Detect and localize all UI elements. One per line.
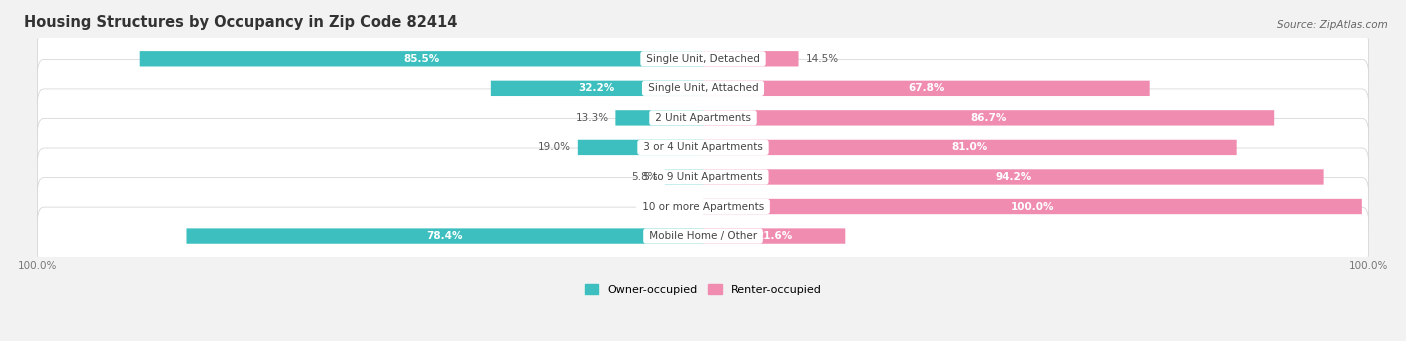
Legend: Owner-occupied, Renter-occupied: Owner-occupied, Renter-occupied xyxy=(581,280,825,299)
FancyBboxPatch shape xyxy=(38,118,1368,176)
FancyBboxPatch shape xyxy=(665,169,703,185)
Text: 81.0%: 81.0% xyxy=(952,143,988,152)
Text: Single Unit, Detached: Single Unit, Detached xyxy=(643,54,763,64)
Text: 5 to 9 Unit Apartments: 5 to 9 Unit Apartments xyxy=(640,172,766,182)
Text: Housing Structures by Occupancy in Zip Code 82414: Housing Structures by Occupancy in Zip C… xyxy=(24,15,457,30)
Text: Mobile Home / Other: Mobile Home / Other xyxy=(645,231,761,241)
FancyBboxPatch shape xyxy=(38,30,1368,88)
Text: 14.5%: 14.5% xyxy=(806,54,838,64)
FancyBboxPatch shape xyxy=(38,89,1368,147)
Text: 67.8%: 67.8% xyxy=(908,83,945,93)
FancyBboxPatch shape xyxy=(139,51,703,66)
FancyBboxPatch shape xyxy=(38,207,1368,265)
FancyBboxPatch shape xyxy=(703,228,845,244)
Text: Single Unit, Attached: Single Unit, Attached xyxy=(644,83,762,93)
Text: 32.2%: 32.2% xyxy=(579,83,614,93)
Text: 19.0%: 19.0% xyxy=(538,143,571,152)
Text: 13.3%: 13.3% xyxy=(575,113,609,123)
FancyBboxPatch shape xyxy=(703,199,1362,214)
FancyBboxPatch shape xyxy=(703,81,1150,96)
FancyBboxPatch shape xyxy=(187,228,703,244)
FancyBboxPatch shape xyxy=(703,169,1323,185)
FancyBboxPatch shape xyxy=(703,140,1237,155)
FancyBboxPatch shape xyxy=(703,110,1274,125)
Text: 86.7%: 86.7% xyxy=(970,113,1007,123)
Text: 21.6%: 21.6% xyxy=(756,231,792,241)
Text: 10 or more Apartments: 10 or more Apartments xyxy=(638,202,768,211)
Text: 94.2%: 94.2% xyxy=(995,172,1032,182)
FancyBboxPatch shape xyxy=(491,81,703,96)
FancyBboxPatch shape xyxy=(38,178,1368,236)
FancyBboxPatch shape xyxy=(38,148,1368,206)
Text: Source: ZipAtlas.com: Source: ZipAtlas.com xyxy=(1277,20,1388,30)
Text: 85.5%: 85.5% xyxy=(404,54,440,64)
Text: 3 or 4 Unit Apartments: 3 or 4 Unit Apartments xyxy=(640,143,766,152)
FancyBboxPatch shape xyxy=(703,51,799,66)
FancyBboxPatch shape xyxy=(38,59,1368,117)
Text: 78.4%: 78.4% xyxy=(426,231,463,241)
Text: 100.0%: 100.0% xyxy=(1011,202,1054,211)
FancyBboxPatch shape xyxy=(616,110,703,125)
Text: 2 Unit Apartments: 2 Unit Apartments xyxy=(652,113,754,123)
Text: 5.8%: 5.8% xyxy=(631,172,658,182)
FancyBboxPatch shape xyxy=(578,140,703,155)
